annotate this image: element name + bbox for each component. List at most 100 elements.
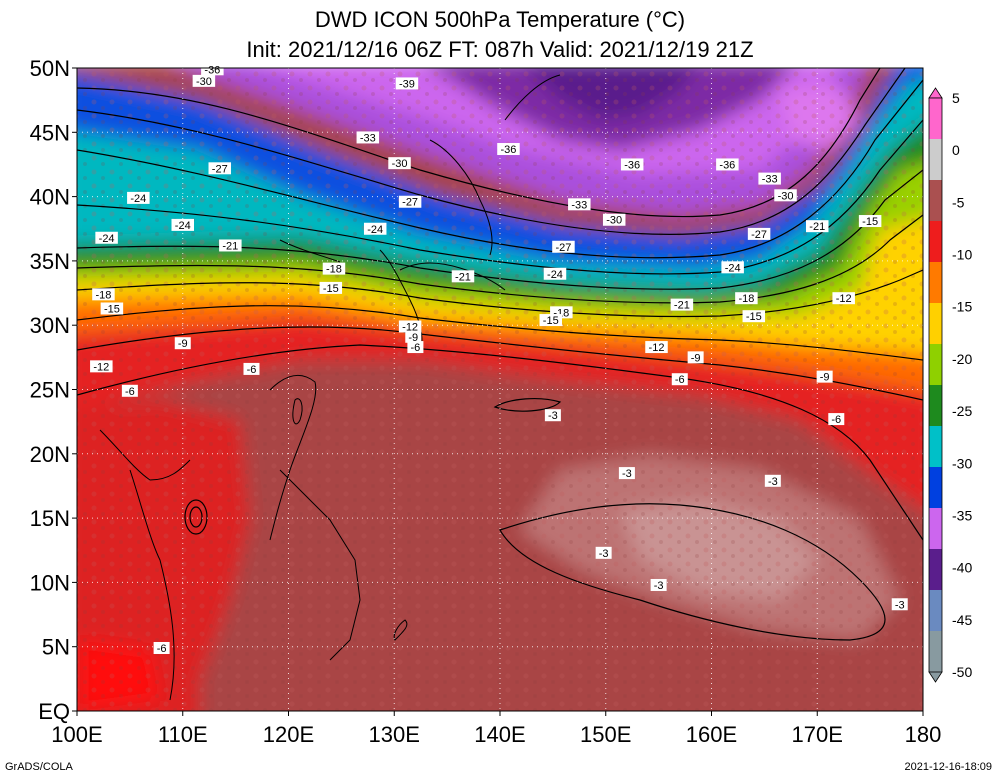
contour-label: -36: [201, 63, 224, 76]
contour-label-text: -33: [571, 199, 587, 211]
contour-label-bg: [153, 641, 170, 654]
colorbar-label: -10: [952, 247, 972, 263]
lat-tick-label: 15N: [30, 506, 70, 531]
lon-tick-label: 140E: [474, 722, 525, 747]
contour-label-text: -21: [809, 221, 825, 233]
contour-label: -21: [219, 239, 242, 252]
colorbar-label: 0: [952, 142, 960, 158]
contour-label-text: -3: [548, 410, 558, 422]
lon-tick-label: 160E: [686, 722, 737, 747]
contour-label-bg: [858, 215, 882, 228]
colorbar-swatch: [929, 221, 942, 263]
colorbar-swatch: [929, 385, 942, 427]
contour-label-text: -6: [831, 414, 841, 426]
contour-label-text: -6: [411, 342, 421, 354]
contour-label: -3: [595, 546, 612, 560]
lat-tick-label: 40N: [30, 185, 70, 210]
contour-label-text: -27: [212, 163, 228, 175]
contour-label-bg: [398, 195, 422, 208]
colorbar-swatch: [929, 344, 942, 386]
contour-label: -3: [764, 474, 781, 488]
contour-label-text: -3: [622, 468, 632, 480]
contour-label-text: -15: [746, 311, 762, 323]
contour-label: -15: [100, 302, 124, 315]
contour-label-bg: [747, 227, 771, 240]
contour-label-bg: [192, 74, 216, 87]
contour-label: -24: [171, 218, 194, 232]
contour-label-bg: [687, 351, 704, 364]
contour-label-text: -12: [836, 293, 852, 305]
contour-label-bg: [828, 413, 845, 426]
contour-label-bg: [451, 270, 475, 283]
lat-tick-label: 20N: [30, 442, 70, 467]
map-title: DWD ICON 500hPa Temperature (°C): [314, 7, 686, 32]
colorbar-label: -45: [952, 612, 972, 628]
colorbar-swatch: [929, 467, 942, 509]
contour-label: -30: [388, 157, 411, 170]
contour-label-bg: [568, 198, 591, 211]
lon-tick-label: 170E: [792, 722, 843, 747]
contour-label-bg: [363, 222, 387, 235]
lon-tick-label: 100E: [51, 722, 102, 747]
contour-label-text: -36: [204, 64, 220, 76]
contour-label: -9: [816, 370, 833, 384]
contour-label-text: -12: [649, 342, 665, 354]
contour-label-text: -15: [323, 283, 339, 295]
colorbar-top-arrow: [928, 87, 943, 99]
contour-label: -21: [451, 270, 475, 283]
contour-label-text: -9: [820, 372, 830, 384]
footer-credit: GrADS/COLA: [5, 761, 73, 773]
contour-label-bg: [201, 63, 224, 76]
contour-label: -6: [407, 341, 424, 354]
longitude-axis: 100E 110E 120E 130E 140E 150E 160E 170E 180: [51, 711, 941, 747]
contour-label-bg: [645, 341, 668, 354]
contour-label-bg: [774, 189, 797, 202]
contour-label-bg: [121, 384, 138, 397]
colorbar-swatch: [929, 262, 942, 304]
lon-tick-label: 130E: [369, 722, 420, 747]
contour-label: -3: [618, 467, 635, 480]
lon-tick-label: 180: [905, 722, 942, 747]
lat-tick-label: 50N: [30, 56, 70, 81]
lon-tick-label: 120E: [263, 722, 314, 747]
contour-label: -24: [543, 267, 567, 281]
contour-label-text: -21: [455, 271, 471, 283]
coastlines: [99, 74, 561, 701]
contour-label: -30: [602, 213, 626, 227]
contour-label-bg: [595, 546, 612, 559]
contour-label-text: -21: [222, 240, 238, 252]
lat-tick-label: EQ: [38, 699, 70, 724]
contour-label-bg: [319, 281, 343, 294]
contour-label-bg: [742, 310, 766, 323]
contour-label-bg: [388, 157, 411, 170]
contour-label-text: -39: [399, 78, 415, 90]
contour-label-text: -30: [778, 190, 794, 202]
contour-label: -39: [395, 77, 419, 90]
contour-label-text: -33: [762, 174, 778, 186]
contour-label: -33: [356, 131, 380, 144]
colorbar-label: -5: [952, 194, 965, 210]
contour-label: -30: [192, 74, 216, 88]
contour-label-text: -3: [768, 476, 778, 488]
contour-label-bg: [243, 362, 260, 375]
contour-label-bg: [716, 158, 739, 171]
contour-label: -36: [497, 143, 520, 156]
contour-labels: -36-30 -39-33-36-30-27 -36 -36-33-30-24 -27-…: [90, 63, 908, 655]
contour-label-bg: [171, 218, 194, 231]
contour-label: -27: [747, 227, 771, 241]
contour-label: -30: [774, 189, 797, 202]
contour-label-text: -15: [862, 216, 878, 228]
contour-label-bg: [552, 240, 575, 253]
contour-label: -9: [687, 351, 704, 364]
contour-label: -27: [552, 240, 575, 254]
contour-label: -21: [806, 220, 829, 233]
contour-label-text: -36: [719, 159, 735, 171]
contour-label-bg: [832, 292, 855, 305]
contour-label: -27: [398, 195, 422, 209]
contour-label: -15: [858, 215, 882, 228]
contour-label-text: -12: [402, 321, 418, 333]
contour-label: -24: [721, 261, 744, 274]
contour-label-text: -6: [125, 386, 135, 398]
contour-label-bg: [356, 131, 380, 144]
lat-tick-label: 30N: [30, 313, 70, 338]
